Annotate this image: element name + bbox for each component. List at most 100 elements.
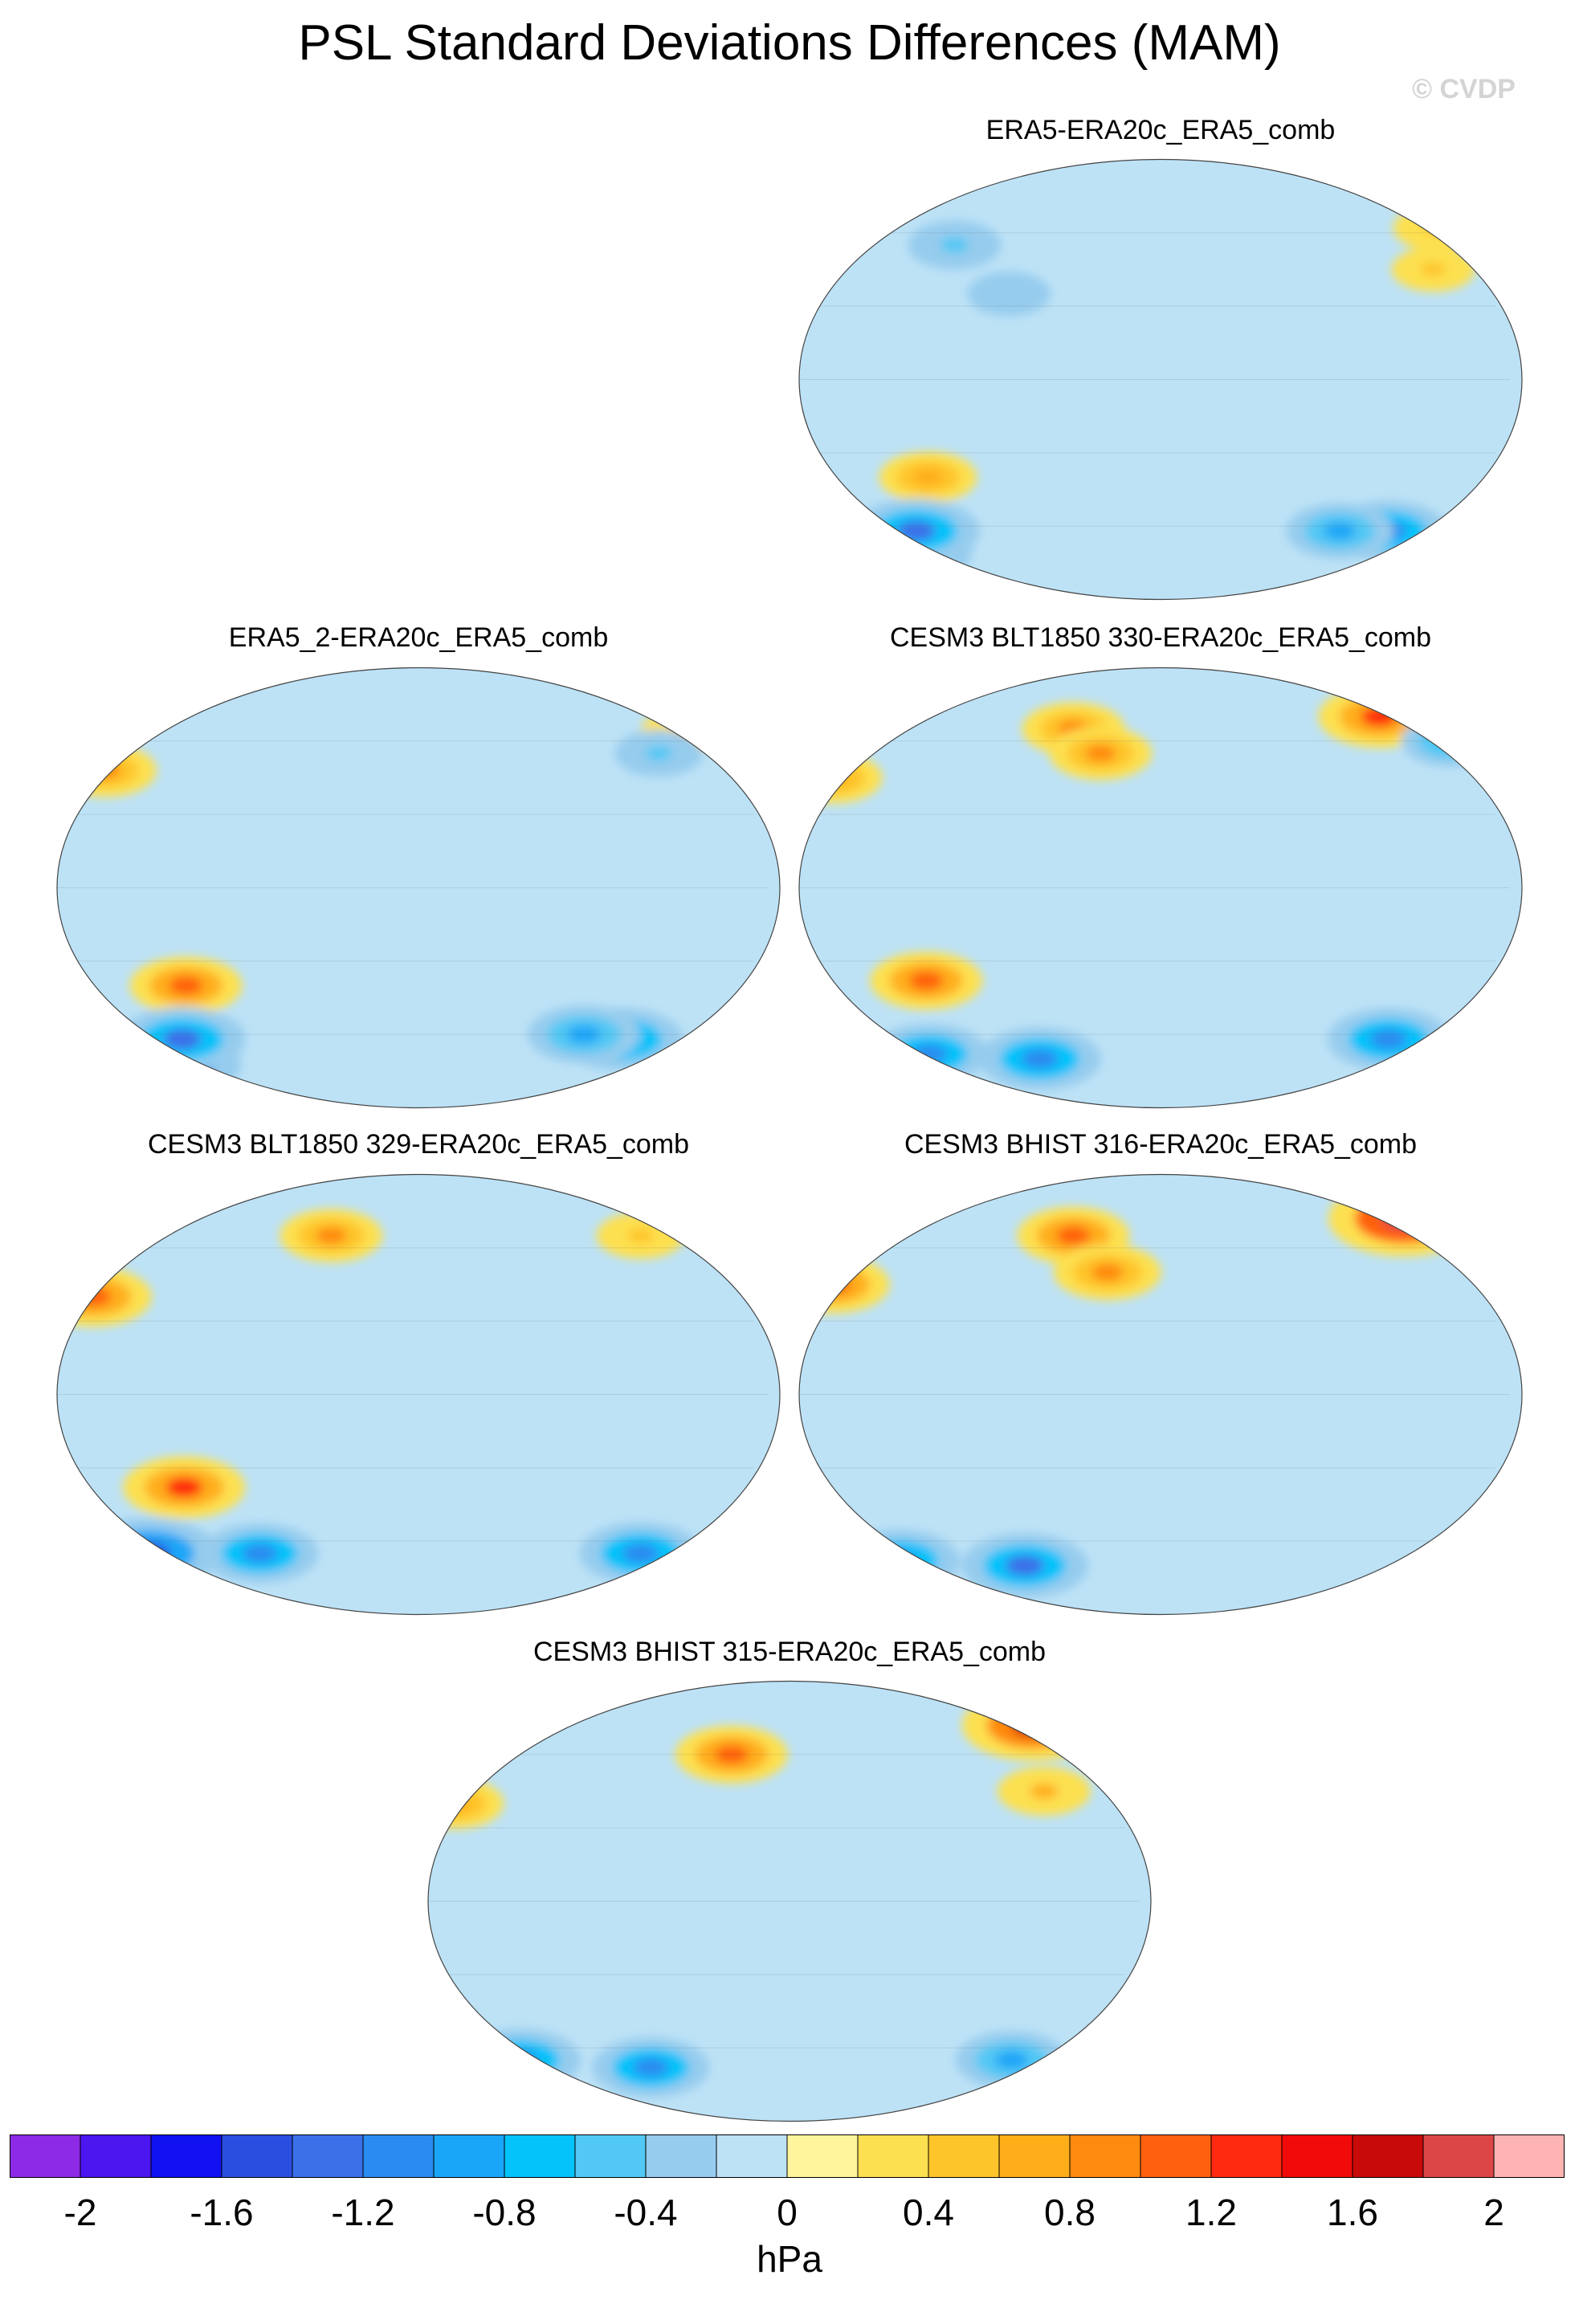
anomaly-core-5-1 [1381, 1206, 1427, 1231]
panel-title-1: ERA5-ERA20c_ERA5_comb [985, 115, 1336, 145]
anomaly-core-3-6 [909, 971, 944, 990]
map-panel-4 [56, 1173, 781, 1616]
anomaly-core-1-1 [913, 469, 943, 486]
map-panel-6 [427, 1680, 1152, 2122]
colorbar-swatch-5 [292, 2134, 364, 2178]
anomaly-core-2-8 [645, 745, 672, 761]
anomaly-core-3-3 [1435, 732, 1466, 750]
colorbar-swatch-20 [1353, 2134, 1424, 2178]
colorbar-tick-label: -1.2 [331, 2191, 395, 2233]
anomaly-core-2-3 [163, 1029, 202, 1050]
anomaly-mid-4-1 [57, 1277, 132, 1317]
colorbar-swatch-6 [363, 2134, 435, 2178]
anomaly-halo-6-5 [459, 2028, 581, 2092]
anomaly-core-2-6 [89, 761, 121, 779]
map-panel-1 [798, 158, 1523, 601]
anomaly-core-5-2 [816, 1274, 851, 1295]
anomaly-core-6-3 [439, 1795, 470, 1812]
anomaly-mid-4-5 [102, 1530, 195, 1577]
colorbar-swatch-4 [222, 2134, 293, 2178]
colorbar-tick-label: -0.4 [614, 2191, 678, 2233]
anomaly-halo-2-6 [57, 744, 157, 797]
anomaly-core-1-5 [1324, 522, 1357, 540]
map-outline-4 [56, 1173, 781, 1616]
anomaly-mid-3-2 [801, 760, 866, 795]
anomaly-core-2-5 [567, 1025, 602, 1044]
anomaly-core-3-9 [1021, 1049, 1059, 1070]
panel-title-3: CESM3 BLT1850 330-ERA20c_ERA5_comb [889, 622, 1432, 653]
colorbar-tick-label: 0 [777, 2191, 798, 2233]
anomaly-mid-6-3 [428, 1787, 487, 1820]
anomaly-core-1-9 [996, 287, 1022, 301]
colorbar-swatch-17 [1140, 2134, 1212, 2178]
colorbar-tick-label: 2 [1483, 2191, 1504, 2233]
anomaly-core-4-1 [75, 1286, 111, 1307]
colorbar-swatch-8 [504, 2134, 576, 2178]
panel-title-4: CESM3 BLT1850 329-ERA20c_ERA5_comb [147, 1129, 690, 1160]
panel-title-6: CESM3 BHIST 315-ERA20c_ERA5_comb [532, 1637, 1047, 1667]
colorbar-swatch-14 [928, 2134, 1000, 2178]
colorbar-unit-label: hPa [757, 2238, 822, 2280]
colorbar-tick-label: -1.6 [190, 2191, 254, 2233]
panel-title-5: CESM3 BHIST 316-ERA20c_ERA5_comb [904, 1129, 1418, 1160]
anomaly-core-4-5 [127, 1542, 170, 1565]
anomaly-core-4-7 [242, 1543, 278, 1564]
colorbar-swatch-12 [787, 2134, 859, 2178]
panel-title-2: ERA5_2-ERA20c_ERA5_comb [228, 622, 609, 653]
colorbar-tick-label: 0.4 [903, 2191, 954, 2233]
colorbar-swatch-10 [646, 2134, 717, 2178]
colorbar-swatch-3 [151, 2134, 222, 2178]
watermark: © CVDP [1412, 74, 1516, 104]
anomaly-halo-4-5 [78, 1517, 220, 1589]
colorbar-swatch-11 [716, 2134, 788, 2178]
anomaly-core-5-6 [1006, 1555, 1044, 1576]
anomaly-core-5-3 [1056, 1226, 1091, 1246]
anomaly-halo-6-1 [961, 1689, 1104, 1761]
anomaly-mid-2-6 [71, 752, 139, 788]
colorbar-tick-label: 1.6 [1327, 2191, 1378, 2233]
anomaly-core-4-2 [165, 1477, 203, 1498]
colorbar [10, 2134, 1565, 2178]
anomaly-core-1-3 [897, 520, 936, 542]
colorbar-tick-label: 1.2 [1185, 2191, 1237, 2233]
colorbar-swatch-21 [1423, 2134, 1495, 2178]
map-outline-2 [56, 667, 781, 1109]
map-outline-5 [798, 1173, 1523, 1616]
anomaly-core-6-4 [1030, 1783, 1059, 1800]
map-panel-2 [56, 667, 781, 1109]
anomaly-core-2-1 [169, 976, 203, 995]
anomaly-core-4-3 [316, 1226, 347, 1245]
anomaly-core-3-1 [1361, 706, 1398, 727]
anomaly-mid-6-5 [479, 2040, 560, 2081]
anomaly-core-6-6 [994, 2050, 1029, 2069]
colorbar-swatch-15 [999, 2134, 1071, 2178]
map-panel-3 [798, 667, 1523, 1109]
colorbar-swatch-16 [1070, 2134, 1141, 2178]
colorbar-swatch-18 [1211, 2134, 1283, 2178]
anomaly-core-3-8 [912, 1044, 948, 1064]
anomaly-core-6-1 [1011, 1714, 1055, 1737]
anomaly-core-6-7 [633, 2057, 669, 2077]
colorbar-tick-label: -0.8 [472, 2191, 537, 2233]
anomaly-mid-6-1 [986, 1702, 1079, 1749]
anomaly-mid-5-1 [1354, 1193, 1453, 1243]
colorbar-swatch-9 [575, 2134, 647, 2178]
anomaly-core-1-7 [1420, 262, 1446, 277]
anomaly-halo-5-1 [1328, 1180, 1479, 1257]
colorbar-tick-label: 0.8 [1044, 2191, 1096, 2233]
anomaly-mid-5-2 [799, 1266, 871, 1303]
anomaly-core-3-7 [1370, 1029, 1407, 1050]
anomaly-core-2-2 [145, 1052, 190, 1076]
anomaly-halo-5-5 [837, 1529, 960, 1592]
map-outline-1 [798, 158, 1523, 601]
anomaly-core-6-2 [714, 1745, 749, 1764]
map-outline-6 [427, 1680, 1152, 2122]
anomaly-halo-1-6 [1393, 204, 1482, 251]
anomaly-core-1-8 [940, 237, 969, 253]
anomaly-core-3-2 [818, 769, 848, 786]
map-panel-5 [798, 1173, 1523, 1616]
colorbar-swatch-2 [80, 2134, 152, 2178]
map-outline-3 [798, 667, 1523, 1109]
colorbar-swatch-19 [1282, 2134, 1353, 2178]
colorbar-tick-label: -2 [63, 2191, 97, 2233]
